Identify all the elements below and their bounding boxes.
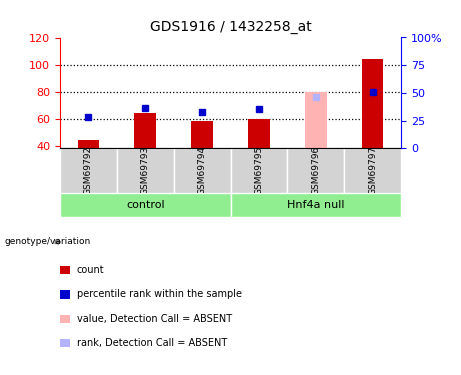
Text: GSM69793: GSM69793 xyxy=(141,146,150,195)
Text: GSM69794: GSM69794 xyxy=(198,146,207,195)
Text: GSM69792: GSM69792 xyxy=(84,146,93,195)
Text: rank, Detection Call = ABSENT: rank, Detection Call = ABSENT xyxy=(77,338,227,348)
Text: GSM69795: GSM69795 xyxy=(254,146,263,195)
Text: genotype/variation: genotype/variation xyxy=(5,237,91,246)
Text: Hnf4a null: Hnf4a null xyxy=(287,200,344,210)
Title: GDS1916 / 1432258_at: GDS1916 / 1432258_at xyxy=(150,20,311,34)
Bar xyxy=(117,148,174,193)
Text: GSM69796: GSM69796 xyxy=(311,146,320,195)
Bar xyxy=(174,148,230,193)
Bar xyxy=(362,59,384,148)
Bar xyxy=(77,140,99,148)
Text: control: control xyxy=(126,200,165,210)
Text: count: count xyxy=(77,265,105,275)
Bar xyxy=(60,193,230,217)
Text: percentile rank within the sample: percentile rank within the sample xyxy=(77,290,242,299)
Bar xyxy=(230,193,401,217)
Text: GSM69797: GSM69797 xyxy=(368,146,377,195)
Bar xyxy=(135,113,156,148)
Bar xyxy=(344,148,401,193)
Bar xyxy=(287,148,344,193)
Bar xyxy=(191,121,213,148)
Bar xyxy=(305,92,326,148)
Text: value, Detection Call = ABSENT: value, Detection Call = ABSENT xyxy=(77,314,232,324)
Bar xyxy=(248,118,270,148)
Bar xyxy=(60,148,117,193)
Bar xyxy=(230,148,287,193)
